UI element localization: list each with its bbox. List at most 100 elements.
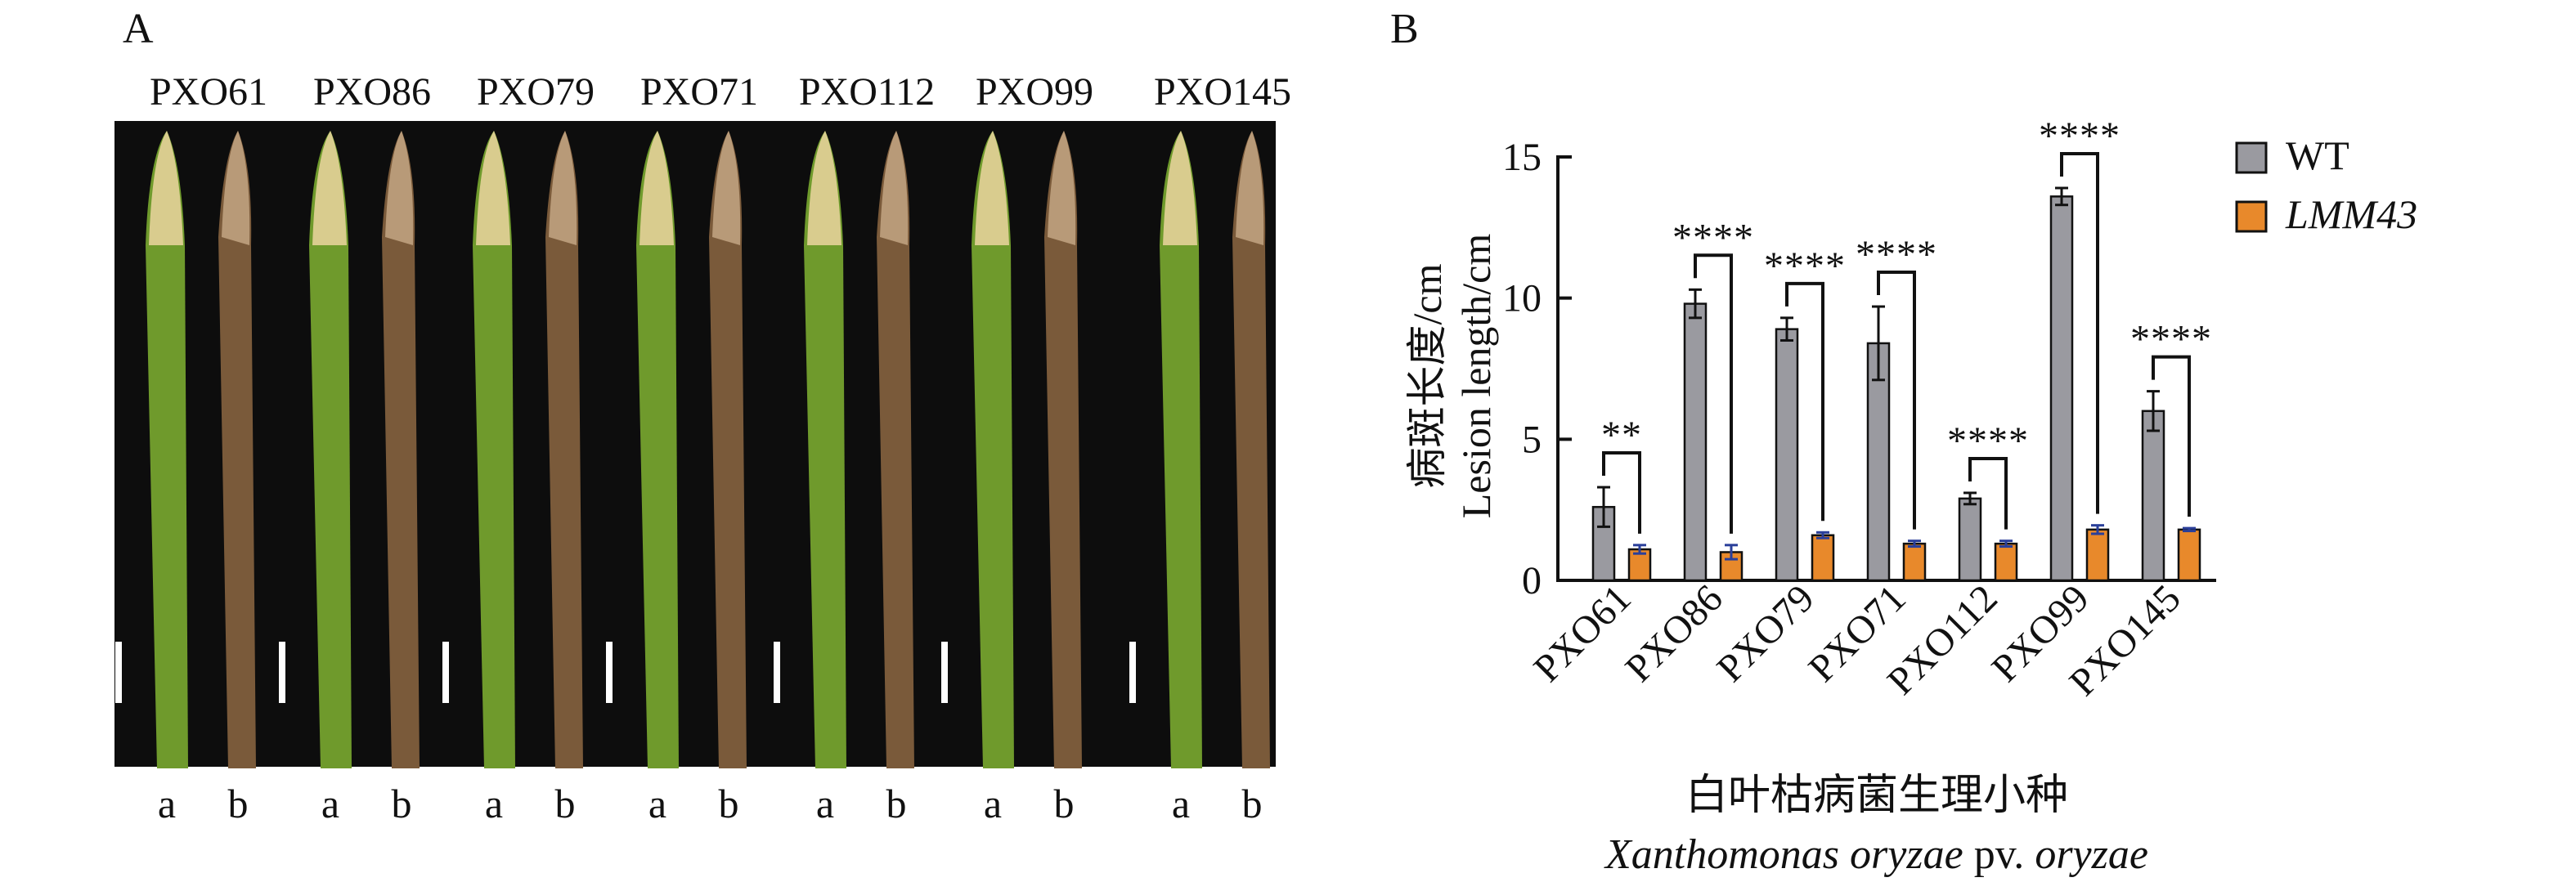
- leaf-letter-a: a: [648, 781, 666, 826]
- x-tick-label: PXO61: [1525, 576, 1639, 690]
- leaf-letter-a: a: [816, 781, 834, 826]
- significance-bracket: [2060, 151, 2099, 514]
- significance-stars: ****: [1764, 244, 1846, 288]
- leaf-blade: [877, 131, 914, 768]
- leaf-letter-a: a: [984, 781, 1002, 826]
- leaf-a: [636, 131, 679, 768]
- leaf-lesion: [385, 131, 414, 245]
- leaf-lesion: [880, 131, 909, 245]
- leaf-lesion: [549, 131, 577, 245]
- leaf-photo-background: [114, 121, 1276, 767]
- leaf-blade: [804, 131, 846, 768]
- bar-lmm43: [2085, 528, 2110, 582]
- leaf-a: [146, 131, 188, 768]
- strain-label: PXO86: [313, 70, 431, 114]
- x-axis-label-en-pv: pv.: [1963, 831, 2035, 878]
- leaf-letter-b: b: [228, 781, 249, 826]
- significance-markers: ********** ****************: [1601, 114, 2211, 534]
- leaf-b: [545, 131, 583, 768]
- bar-lmm43: [1902, 542, 1927, 582]
- leaf-photo: [115, 131, 1270, 768]
- y-tick-label: 5: [1522, 418, 1542, 461]
- leaf-lesion: [149, 131, 183, 245]
- leaf-letter-b: b: [1054, 781, 1075, 826]
- strain-label: PXO79: [477, 70, 595, 114]
- leaf-lesion: [640, 131, 674, 245]
- bar-lmm43: [1994, 542, 2018, 582]
- strain-labels: PXO61 PXO86 PXO79 PXO71 PXO112 PXO99 PXO145: [150, 70, 1291, 114]
- leaf-a: [804, 131, 846, 768]
- significance-stars: ****: [1947, 419, 2029, 463]
- strain-label: PXO145: [1154, 70, 1291, 114]
- significance-bracket: [1968, 456, 2008, 530]
- strain-label: PXO71: [640, 70, 758, 114]
- scale-bar: [941, 642, 948, 703]
- leaf-a: [309, 131, 352, 768]
- significance-bracket: [1694, 253, 1733, 534]
- significance-bracket: [1877, 271, 1916, 530]
- leaf-lesion: [807, 131, 841, 245]
- strain-label: PXO61: [150, 70, 267, 114]
- panel-b-letter: B: [1390, 6, 1419, 52]
- bar-wt: [1958, 497, 1982, 582]
- legend-swatch-lmm43: [2235, 200, 2268, 233]
- leaf-b: [709, 131, 747, 768]
- leaf-lesion: [312, 131, 347, 245]
- leaf-b: [218, 131, 256, 768]
- legend: WT LMM43: [2235, 132, 2417, 237]
- bars: [1591, 186, 2201, 582]
- leaf-a: [972, 131, 1014, 768]
- y-tick-label: 10: [1502, 277, 1542, 320]
- legend-label-wt: WT: [2286, 132, 2349, 178]
- bar-lmm43: [1719, 551, 1744, 582]
- leaf-lesion: [975, 131, 1009, 245]
- leaf-letter-b: b: [719, 781, 739, 826]
- scale-bar: [279, 642, 285, 703]
- x-tick-label: PXO86: [1617, 576, 1730, 690]
- leaf-b: [382, 131, 420, 768]
- bar-wt: [2049, 195, 2074, 582]
- leaf-b: [1232, 131, 1270, 768]
- leaf-blade: [382, 131, 420, 768]
- leaf-letter-a: a: [1172, 781, 1190, 826]
- y-tick-label: 0: [1522, 559, 1542, 602]
- significance-bracket: [2152, 355, 2191, 517]
- panel-a-letter: A: [123, 6, 154, 52]
- bar-wt: [2141, 410, 2165, 582]
- leaf-letter-b: b: [1242, 781, 1263, 826]
- leaf-blade: [146, 131, 188, 768]
- significance-bracket: [1602, 451, 1641, 534]
- leaf-letter-b: b: [392, 781, 412, 826]
- leaf-a: [1160, 131, 1202, 768]
- strain-label: PXO99: [976, 70, 1093, 114]
- scale-bar: [1129, 642, 1136, 703]
- legend-swatch-wt: [2235, 141, 2268, 174]
- x-axis-label-en: Xanthomonas oryzae pv. oryzae: [1604, 831, 2148, 878]
- leaf-b: [1044, 131, 1082, 768]
- leaf-blade: [972, 131, 1014, 768]
- y-ticks: 0 5 10 15: [1502, 136, 1572, 602]
- significance-stars: ****: [2039, 114, 2120, 158]
- significance-stars: ****: [1672, 216, 1754, 259]
- leaf-b: [877, 131, 914, 768]
- strain-label: PXO112: [799, 70, 935, 114]
- y-tick-label: 15: [1502, 136, 1542, 179]
- significance-stars: ****: [1856, 233, 1937, 276]
- bar-wt: [1683, 302, 1708, 582]
- scale-bar: [442, 642, 449, 703]
- y-axis-label-en: Lesion length/cm: [1453, 234, 1499, 519]
- significance-bracket: [1785, 281, 1824, 522]
- leaf-letter-b: b: [886, 781, 907, 826]
- leaf-blade: [1160, 131, 1202, 768]
- x-tick-label: PXO79: [1708, 576, 1822, 690]
- legend-label-lmm43: LMM43: [2285, 191, 2417, 237]
- bar-wt: [1775, 328, 1799, 582]
- y-axis-label-cn: 病斑长度/cm: [1404, 263, 1450, 488]
- leaf-blade: [309, 131, 352, 768]
- scale-bar: [115, 642, 122, 703]
- leaf-lesion: [1236, 131, 1264, 245]
